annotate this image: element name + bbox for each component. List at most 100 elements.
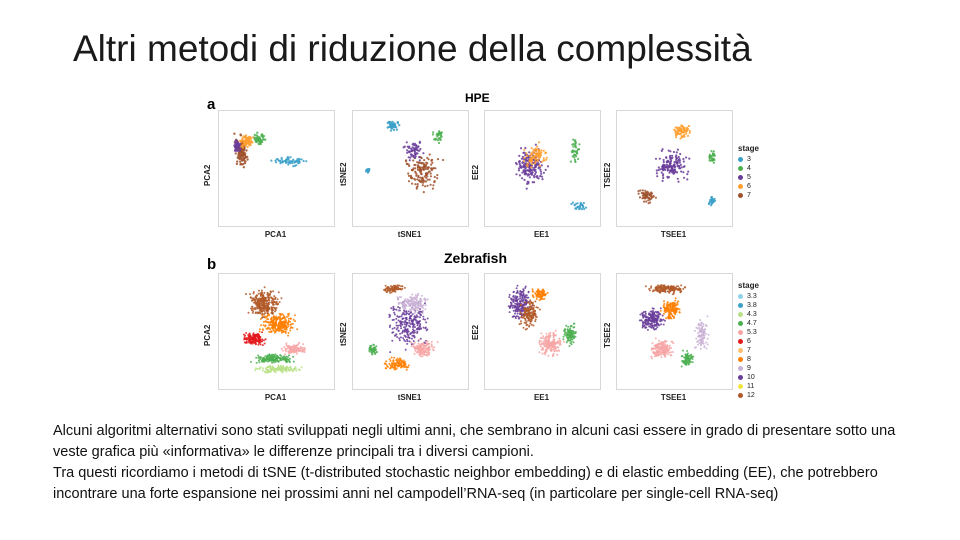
data-point (572, 330, 575, 333)
data-point (549, 342, 551, 345)
data-point (655, 354, 658, 357)
data-point (645, 200, 648, 203)
data-point (549, 334, 552, 337)
data-point (251, 305, 253, 308)
data-point (280, 347, 283, 350)
data-point (655, 350, 658, 353)
data-point (680, 166, 683, 169)
data-point (577, 157, 580, 161)
data-point (388, 362, 391, 365)
data-point (551, 346, 554, 349)
data-point (413, 335, 416, 338)
data-point (520, 303, 523, 306)
data-point (273, 329, 276, 332)
data-point (281, 370, 284, 373)
legend-item: 4.7 (738, 319, 759, 328)
data-point (570, 324, 573, 327)
data-point (415, 299, 418, 302)
data-point (406, 342, 409, 345)
data-point (661, 347, 664, 350)
data-point (643, 324, 646, 327)
data-point (257, 359, 260, 362)
data-point (700, 322, 703, 325)
data-point (260, 302, 263, 305)
data-point (416, 346, 419, 349)
data-point (574, 145, 577, 148)
data-point (669, 160, 672, 163)
data-point (432, 131, 435, 134)
data-point (528, 173, 531, 176)
data-point (411, 337, 413, 340)
data-point (682, 160, 685, 163)
data-point (295, 369, 298, 372)
data-point (396, 296, 399, 299)
data-point (525, 294, 528, 297)
data-point (518, 323, 521, 326)
data-point (531, 171, 534, 174)
data-point (270, 316, 273, 319)
data-point (276, 327, 279, 330)
data-point (517, 305, 520, 308)
data-point (261, 338, 264, 341)
data-point (653, 313, 656, 316)
data-point (426, 184, 429, 187)
data-point (274, 309, 277, 311)
data-point (675, 287, 678, 290)
data-point (286, 358, 288, 361)
data-point (687, 170, 690, 173)
data-point (545, 336, 548, 339)
data-point (425, 344, 428, 347)
data-point (303, 351, 306, 354)
data-point (416, 146, 419, 149)
data-point (436, 174, 439, 177)
data-point (683, 176, 686, 179)
data-point (642, 321, 645, 324)
data-point (514, 309, 517, 312)
data-point (545, 332, 548, 335)
data-point (291, 162, 294, 165)
legend-swatch (738, 357, 743, 362)
data-point (705, 347, 708, 350)
data-point (292, 351, 295, 354)
data-point (418, 312, 421, 315)
data-point (643, 200, 646, 203)
data-point (538, 341, 541, 344)
data-point (406, 333, 409, 336)
data-point (578, 143, 581, 146)
data-point (660, 290, 663, 293)
data-point (281, 356, 284, 359)
data-point (271, 299, 273, 302)
data-point (574, 143, 577, 146)
data-point (514, 312, 516, 315)
data-point (682, 131, 685, 134)
data-point (570, 330, 573, 333)
data-point (547, 336, 550, 339)
data-point (423, 159, 426, 162)
data-point (398, 296, 401, 299)
data-point (425, 176, 428, 179)
data-point (515, 173, 518, 176)
data-point (528, 164, 531, 167)
data-point (406, 330, 409, 333)
data-point (552, 334, 555, 337)
data-point (672, 285, 675, 288)
data-point (281, 313, 284, 316)
data-point (675, 134, 678, 137)
data-point (526, 165, 529, 168)
data-point (284, 358, 286, 361)
data-point (508, 293, 511, 296)
data-point (684, 360, 687, 363)
legend-item: 7 (738, 191, 759, 200)
data-point (286, 345, 289, 347)
legend-label: 4.3 (747, 311, 757, 318)
data-point (287, 319, 290, 322)
data-point (540, 337, 543, 339)
data-point (540, 342, 543, 345)
legend-item: 7 (738, 346, 759, 355)
data-point (397, 303, 400, 305)
data-point (397, 316, 400, 318)
data-point (278, 317, 281, 320)
data-point (290, 160, 293, 163)
legend-label: 4.7 (747, 320, 757, 327)
data-point (532, 324, 535, 327)
